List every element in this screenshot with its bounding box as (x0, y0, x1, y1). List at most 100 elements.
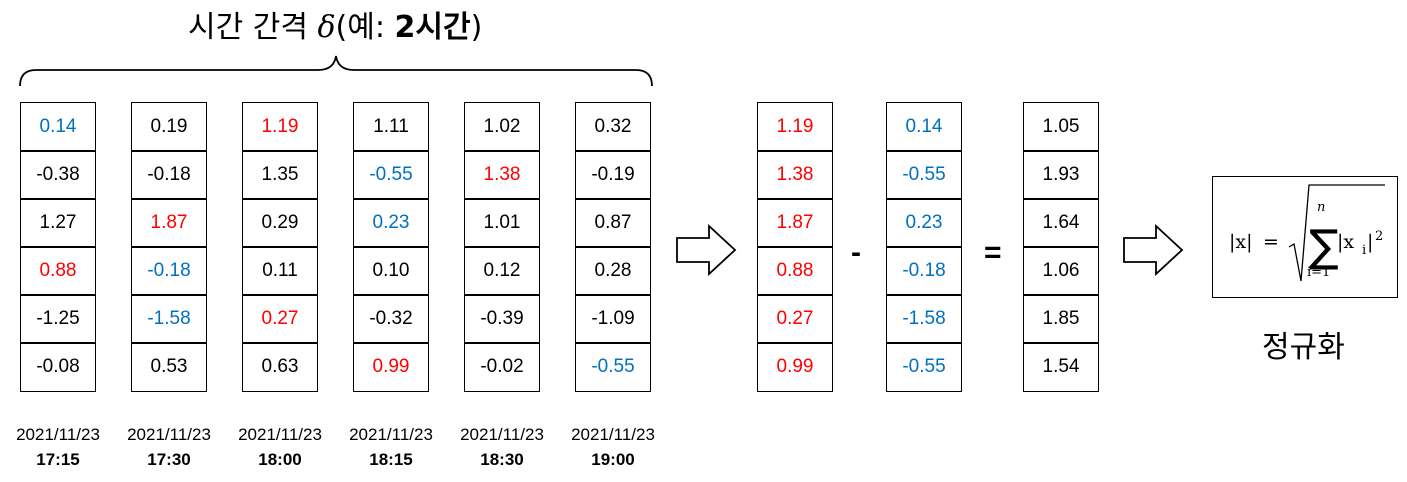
value-cell: -1.25 (20, 294, 96, 344)
formula-term-exp: 2 (1375, 229, 1383, 244)
interval-title-example: 2시간 (394, 10, 471, 45)
max-column: 1.19 1.38 1.87 0.88 0.27 0.99 (757, 102, 833, 392)
value-cell: -0.55 (353, 150, 429, 200)
value-cell: 1.87 (131, 198, 207, 248)
time-series-column: 1.02 1.38 1.01 0.12 -0.39 -0.02 (464, 102, 540, 392)
interval-brace (19, 55, 653, 87)
value-cell: -0.19 (575, 150, 651, 200)
value-cell: 0.23 (886, 198, 962, 248)
timestamp-date: 2021/11/23 (16, 425, 100, 444)
time-series-column: 0.19 -0.18 1.87 -0.18 -1.58 0.53 (131, 102, 207, 392)
value-cell: 0.87 (575, 198, 651, 248)
value-cell: 0.88 (20, 246, 96, 296)
value-cell: 1.85 (1023, 294, 1099, 344)
norm-formula-box: |x| = ∑ n i=1 |x i | 2 (1212, 176, 1398, 298)
value-cell: 1.19 (242, 102, 318, 152)
value-cell: -0.55 (886, 150, 962, 200)
value-cell: 1.19 (757, 102, 833, 152)
value-cell: 0.19 (131, 102, 207, 152)
value-cell: 1.35 (242, 150, 318, 200)
interval-title-prefix: 시간 간격 (188, 10, 318, 45)
value-cell: 0.32 (575, 102, 651, 152)
timestamp-label: 2021/11/23 18:30 (447, 422, 557, 472)
value-cell: 1.64 (1023, 198, 1099, 248)
timestamp-date: 2021/11/23 (460, 425, 544, 444)
value-cell: 1.02 (464, 102, 540, 152)
value-cell: -1.58 (886, 294, 962, 344)
value-cell: 0.63 (242, 342, 318, 392)
interval-title: 시간 간격 δ(예: 2시간) (188, 6, 482, 50)
interval-title-paren-close: ) (470, 10, 483, 45)
value-cell: 0.53 (131, 342, 207, 392)
time-series-column: 1.11 -0.55 0.23 0.10 -0.32 0.99 (353, 102, 429, 392)
value-cell: 1.87 (757, 198, 833, 248)
value-cell: -0.18 (131, 150, 207, 200)
equals-operator: = (984, 236, 1002, 269)
value-cell: 0.88 (757, 246, 833, 296)
value-cell: -0.39 (464, 294, 540, 344)
value-cell: -0.02 (464, 342, 540, 392)
formula-term-sub: i (1362, 243, 1366, 258)
sum-upper: n (1317, 200, 1325, 215)
timestamp-time: 17:15 (36, 450, 80, 469)
time-series-column: 1.19 1.35 0.29 0.11 0.27 0.63 (242, 102, 318, 392)
timestamp-date: 2021/11/23 (349, 425, 433, 444)
value-cell: 0.27 (757, 294, 833, 344)
formula-equals: = (1263, 231, 1279, 253)
value-cell: 1.54 (1023, 342, 1099, 392)
value-cell: 1.06 (1023, 246, 1099, 296)
result-column: 1.05 1.93 1.64 1.06 1.85 1.54 (1023, 102, 1099, 392)
timestamp-date: 2021/11/23 (238, 425, 322, 444)
value-cell: 0.29 (242, 198, 318, 248)
value-cell: 0.11 (242, 246, 318, 296)
value-cell: 0.14 (20, 102, 96, 152)
timestamp-date: 2021/11/23 (571, 425, 655, 444)
value-cell: 0.14 (886, 102, 962, 152)
minus-operator: - (851, 236, 861, 269)
formula-lhs: |x| (1229, 231, 1253, 253)
value-cell: 1.38 (464, 150, 540, 200)
value-cell: -0.32 (353, 294, 429, 344)
value-cell: -0.55 (575, 342, 651, 392)
timestamp-label: 2021/11/23 19:00 (558, 422, 668, 472)
value-cell: -0.08 (20, 342, 96, 392)
value-cell: -0.55 (886, 342, 962, 392)
value-cell: 1.11 (353, 102, 429, 152)
timestamp-time: 17:30 (147, 450, 191, 469)
time-series-column: 0.32 -0.19 0.87 0.28 -1.09 -0.55 (575, 102, 651, 392)
timestamp-label: 2021/11/23 18:00 (225, 422, 335, 472)
value-cell: 0.23 (353, 198, 429, 248)
timestamp-time: 19:00 (591, 450, 635, 469)
interval-title-paren-open: (예: (335, 10, 395, 45)
value-cell: 1.93 (1023, 150, 1099, 200)
timestamp-time: 18:15 (369, 450, 413, 469)
value-cell: 0.99 (757, 342, 833, 392)
sum-lower: i=1 (1307, 265, 1330, 280)
timestamp-label: 2021/11/23 17:15 (3, 422, 113, 472)
value-cell: 0.99 (353, 342, 429, 392)
value-cell: -0.18 (886, 246, 962, 296)
value-cell: 0.10 (353, 246, 429, 296)
value-cell: -0.38 (20, 150, 96, 200)
value-cell: -1.09 (575, 294, 651, 344)
min-column: 0.14 -0.55 0.23 -0.18 -1.58 -0.55 (886, 102, 962, 392)
svg-text:∑: ∑ (1309, 221, 1339, 272)
time-series-column: 0.14 -0.38 1.27 0.88 -1.25 -0.08 (20, 102, 96, 392)
normalize-label: 정규화 (1262, 330, 1345, 365)
value-cell: -1.58 (131, 294, 207, 344)
value-cell: 0.27 (242, 294, 318, 344)
value-cell: -0.18 (131, 246, 207, 296)
norm-formula: |x| = ∑ n i=1 |x i | 2 (1229, 184, 1385, 282)
value-cell: 1.27 (20, 198, 96, 248)
timestamp-date: 2021/11/23 (127, 425, 211, 444)
timestamp-label: 2021/11/23 18:15 (336, 422, 446, 472)
value-cell: 0.12 (464, 246, 540, 296)
value-cell: 0.28 (575, 246, 651, 296)
right-arrow-icon (676, 224, 737, 276)
value-cell: 1.01 (464, 198, 540, 248)
timestamp-time: 18:00 (258, 450, 302, 469)
timestamp-time: 18:30 (480, 450, 524, 469)
formula-term-base: |x (1337, 231, 1354, 253)
formula-term-close: | (1367, 231, 1373, 253)
delta-symbol: δ (317, 10, 336, 45)
